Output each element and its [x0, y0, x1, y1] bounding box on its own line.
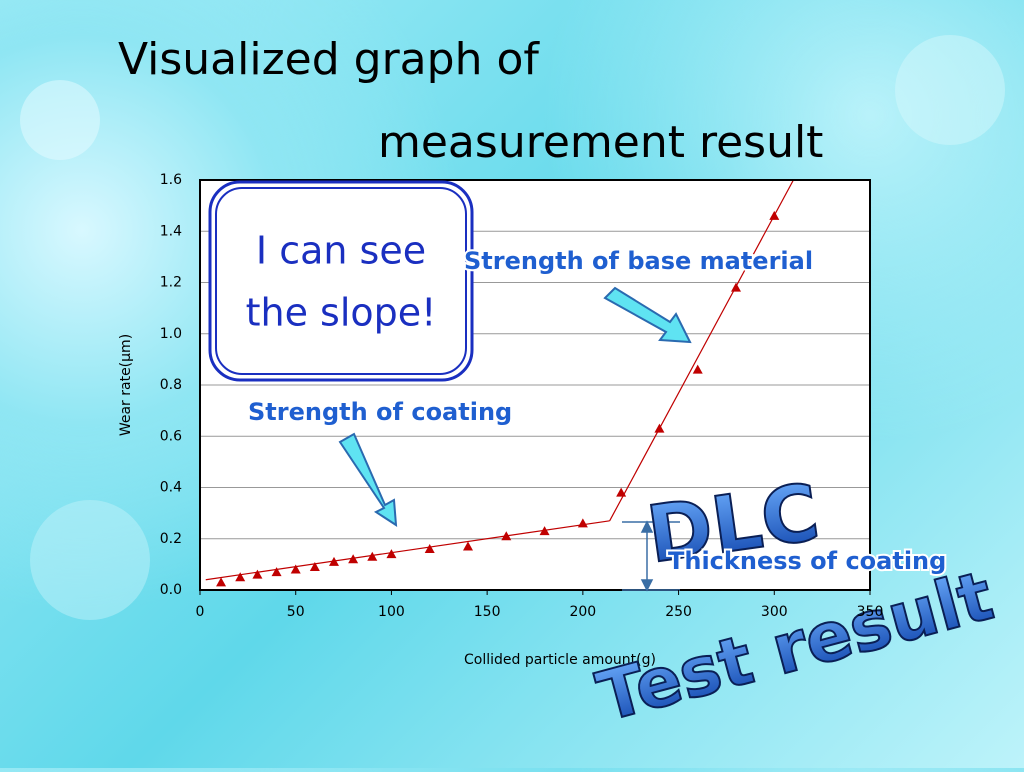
annotation: Strength of coating: [248, 398, 512, 426]
point: [616, 487, 627, 497]
y-tick-label: 1.6: [160, 172, 182, 188]
y-tick-label: 0.2: [160, 531, 182, 547]
point: [654, 423, 665, 433]
point: [252, 569, 263, 579]
bubble: [895, 35, 1005, 145]
point: [235, 572, 246, 582]
x-tick-label: 150: [474, 604, 501, 620]
point: [309, 561, 320, 571]
annotation: Strength of base material: [464, 247, 813, 275]
x-tick-label: 300: [761, 604, 788, 620]
plot-frame: [199, 179, 871, 591]
point: [731, 282, 741, 292]
point: [577, 518, 588, 528]
y-tick-label: 1.2: [160, 275, 182, 291]
point: [463, 541, 473, 551]
x-tick-label: 350: [857, 604, 884, 620]
point: [348, 554, 359, 564]
point: [386, 549, 397, 559]
y-tick-label: 1.0: [160, 326, 182, 342]
point: [539, 526, 550, 536]
x-tick-label: 100: [378, 604, 405, 620]
y-tick-label: 0.8: [160, 377, 182, 393]
slide-title-line1: Visualized graph of: [118, 34, 540, 85]
annotation: Thickness of coating: [668, 547, 946, 575]
point: [216, 577, 227, 587]
arrow: [338, 432, 398, 527]
callout-box: [208, 180, 474, 382]
y-tick-label: 0.0: [160, 582, 182, 598]
trend-line: [609, 180, 794, 522]
y-tick-label: 0.6: [160, 428, 182, 444]
point: [501, 531, 512, 541]
point: [692, 364, 703, 374]
point: [290, 564, 301, 574]
point: [329, 556, 339, 566]
x-tick-label: 250: [665, 604, 692, 620]
point: [769, 210, 780, 220]
x-axis-label: Collided particle amount(g): [464, 652, 656, 668]
slide-title-line2: measurement result: [378, 117, 823, 168]
y-tick-label: 1.4: [160, 223, 182, 239]
callout-text: I can see: [256, 229, 426, 273]
x-tick-label: 0: [196, 604, 205, 620]
arrow: [603, 286, 692, 344]
x-tick-label: 200: [569, 604, 596, 620]
y-tick-label: 0.4: [160, 480, 182, 496]
thickness-arrow: [622, 520, 680, 592]
callout-text: the slope!: [246, 291, 437, 335]
point: [271, 567, 282, 577]
point: [424, 544, 435, 553]
point: [367, 551, 378, 561]
bubble: [20, 80, 100, 160]
x-tick-label: 50: [287, 604, 305, 620]
bubble: [30, 500, 150, 620]
y-axis-label: Wear rate(μm): [118, 334, 134, 436]
callout-inner: [215, 187, 467, 375]
